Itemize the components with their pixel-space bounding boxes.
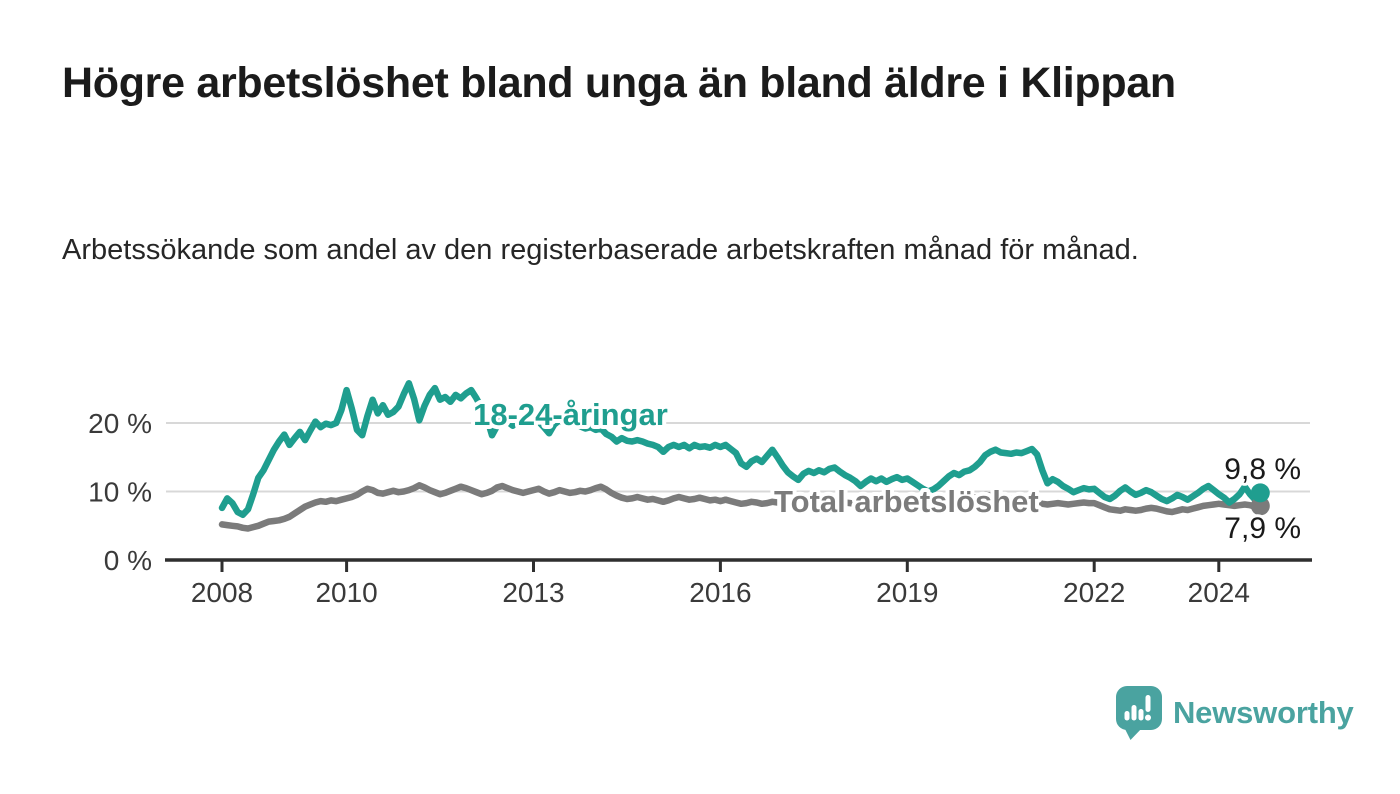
y-axis-tick-label: 10 % bbox=[88, 477, 152, 508]
x-axis-tick-label: 2010 bbox=[315, 577, 377, 608]
series-label-young: 18-24-åringar bbox=[473, 397, 668, 432]
series-label-total: Total arbetslöshet bbox=[774, 484, 1039, 519]
chart-subtitle: Arbetssökande som andel av den registerb… bbox=[62, 234, 1139, 266]
x-axis-tick-label: 2019 bbox=[876, 577, 938, 608]
newsworthy-logo: Newsworthy bbox=[1114, 684, 1354, 741]
x-axis-tick-label: 2016 bbox=[689, 577, 751, 608]
page-title: Högre arbetslöshet bland unga än bland ä… bbox=[62, 59, 1176, 107]
line-series-young bbox=[218, 380, 1264, 519]
end-value-label-total: 7,9 % bbox=[1224, 512, 1301, 545]
y-axis-tick-label: 20 % bbox=[88, 408, 152, 439]
x-axis-tick-label: 2013 bbox=[502, 577, 564, 608]
newsworthy-logo-text: Newsworthy bbox=[1173, 694, 1354, 730]
end-dot-young bbox=[1250, 483, 1270, 503]
newsworthy-speech-bubble-chart-icon bbox=[1116, 686, 1162, 740]
end-dot-total bbox=[1250, 496, 1270, 516]
x-axis-tick-label: 2024 bbox=[1188, 577, 1250, 608]
end-value-label-young: 9,8 % bbox=[1224, 453, 1301, 486]
x-axis-tick-label: 2022 bbox=[1063, 577, 1125, 608]
line-series-total bbox=[218, 482, 1264, 532]
y-axis-tick-label: 0 % bbox=[104, 545, 152, 576]
x-axis-tick-label: 2008 bbox=[191, 577, 253, 608]
